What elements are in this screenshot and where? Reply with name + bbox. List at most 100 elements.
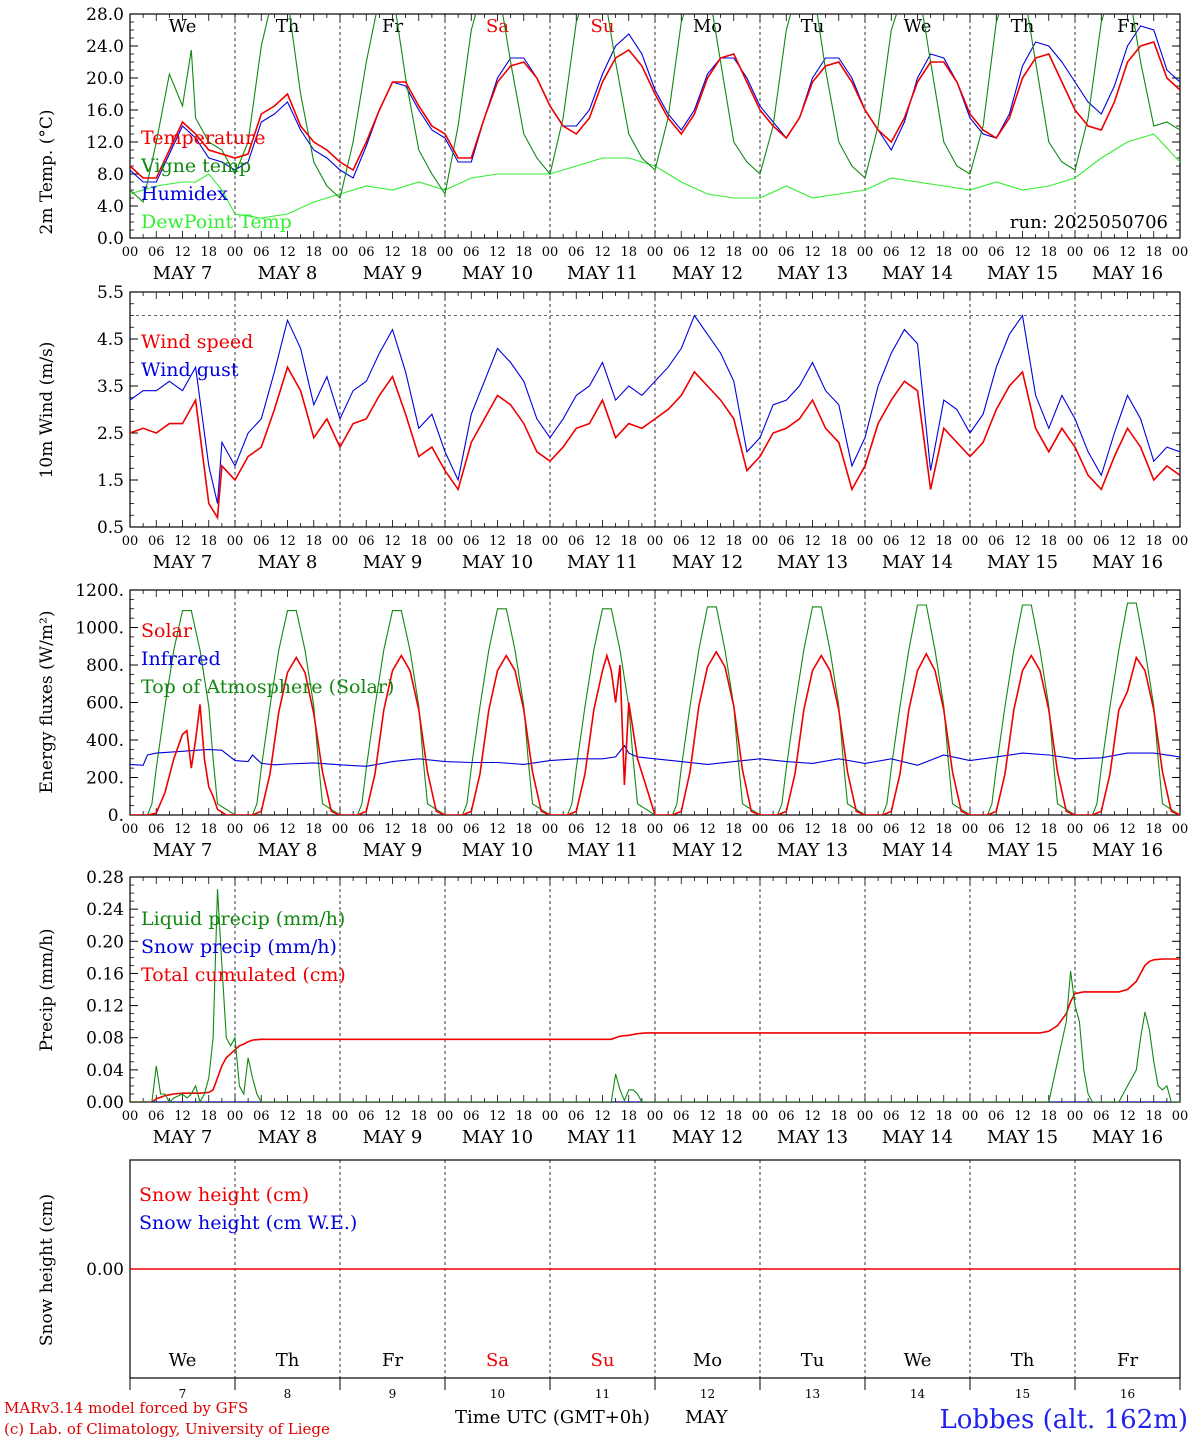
legend-entry: Snow precip (mm/h) <box>141 936 337 958</box>
x-tick-label: 06 <box>988 822 1005 837</box>
x-tick-label: 06 <box>568 1109 585 1124</box>
x-tick-label: 00 <box>227 534 244 549</box>
y-axis-label: 2m Temp. (°C) <box>37 109 57 234</box>
x-tick-label: 18 <box>725 534 742 549</box>
x-tick-label: 06 <box>148 534 165 549</box>
y-tick-label: 2.5 <box>97 424 124 444</box>
x-day-label: MAY 14 <box>882 1127 953 1148</box>
y-tick-label: 5.5 <box>97 283 124 303</box>
x-day-label: MAY 14 <box>882 552 953 573</box>
series-line-solar <box>130 650 1180 815</box>
y-tick-label: 0.12 <box>86 997 124 1017</box>
legend-entry: Humidex <box>141 183 228 205</box>
x-tick-label: 00 <box>857 1109 874 1124</box>
x-tick-label: 00 <box>332 245 349 260</box>
y-tick-label: 4.0 <box>97 197 124 217</box>
x-tick-label: 00 <box>1067 245 1084 260</box>
x-tick-label: 18 <box>620 534 637 549</box>
legend-entry: Top of Atmosphere (Solar) <box>141 676 394 698</box>
weekday-label: Fr <box>1117 1350 1138 1371</box>
x-day-label: MAY 13 <box>777 840 848 861</box>
x-day-label: MAY 7 <box>153 840 213 861</box>
y-tick-label: 0.0 <box>97 229 124 249</box>
x-day-number: 7 <box>179 1387 187 1401</box>
y-tick-label: 0.08 <box>86 1029 124 1049</box>
x-tick-label: 00 <box>857 245 874 260</box>
x-axis-month-label: MAY <box>685 1407 729 1428</box>
x-tick-label: 18 <box>410 245 427 260</box>
legend-entry: Snow height (cm) <box>139 1184 309 1206</box>
x-day-label: MAY 13 <box>777 1127 848 1148</box>
x-tick-label: 12 <box>699 245 716 260</box>
x-day-label: MAY 16 <box>1092 840 1163 861</box>
weekday-label: Sa <box>486 1350 509 1371</box>
y-axis-label: Energy fluxes (W/m²) <box>37 611 57 794</box>
weekday-label: We <box>169 1350 197 1371</box>
x-tick-label: 12 <box>174 534 191 549</box>
x-tick-label: 18 <box>305 245 322 260</box>
x-day-label: MAY 9 <box>363 840 423 861</box>
x-day-number: 8 <box>284 1387 292 1401</box>
x-tick-label: 00 <box>332 534 349 549</box>
x-tick-label: 12 <box>174 822 191 837</box>
x-tick-label: 00 <box>647 245 664 260</box>
x-tick-label: 00 <box>647 534 664 549</box>
weekday-label: We <box>169 16 197 37</box>
x-tick-label: 06 <box>148 245 165 260</box>
x-tick-label: 12 <box>1014 245 1031 260</box>
y-tick-label: 8.0 <box>97 165 124 185</box>
x-tick-label: 18 <box>725 245 742 260</box>
series-line-vigne-temp <box>130 14 1180 204</box>
y-tick-label: 0.5 <box>97 518 124 538</box>
x-tick-label: 06 <box>883 534 900 549</box>
x-tick-label: 06 <box>673 1109 690 1124</box>
y-tick-label: 0.04 <box>86 1061 124 1081</box>
x-tick-label: 00 <box>122 534 139 549</box>
x-day-number: 15 <box>1015 1387 1030 1401</box>
x-tick-label: 06 <box>778 245 795 260</box>
y-tick-label: 400. <box>86 731 124 751</box>
x-tick-label: 12 <box>594 822 611 837</box>
weekday-label: We <box>904 1350 932 1371</box>
x-day-label: MAY 15 <box>987 263 1058 284</box>
x-tick-label: 00 <box>437 1109 454 1124</box>
x-tick-label: 00 <box>752 822 769 837</box>
x-day-label: MAY 7 <box>153 1127 213 1148</box>
x-day-label: MAY 7 <box>153 263 213 284</box>
weekday-label: Fr <box>1117 16 1138 37</box>
x-tick-label: 18 <box>620 245 637 260</box>
x-tick-label: 06 <box>253 822 270 837</box>
footer-model-text: MARv3.14 model forced by GFS <box>4 1399 248 1417</box>
x-tick-label: 06 <box>463 534 480 549</box>
x-tick-label: 06 <box>148 1109 165 1124</box>
x-tick-label: 18 <box>1145 1109 1162 1124</box>
x-tick-label: 00 <box>752 245 769 260</box>
x-tick-label: 18 <box>305 1109 322 1124</box>
x-tick-label: 06 <box>883 822 900 837</box>
x-tick-label: 12 <box>279 822 296 837</box>
x-tick-label: 06 <box>253 534 270 549</box>
x-day-label: MAY 14 <box>882 263 953 284</box>
station-label: Lobbes (alt. 162m) <box>939 1405 1188 1435</box>
y-tick-label: 0.00 <box>86 1260 124 1280</box>
x-tick-label: 06 <box>778 822 795 837</box>
x-tick-label: 18 <box>725 1109 742 1124</box>
x-tick-label: 00 <box>962 245 979 260</box>
series-line-temperature <box>130 41 1180 179</box>
series-line-top-of-atmosphere-solar <box>130 602 1180 815</box>
y-tick-label: 12.0 <box>86 133 124 153</box>
x-tick-label: 00 <box>542 534 559 549</box>
x-tick-label: 06 <box>568 245 585 260</box>
x-tick-label: 06 <box>358 822 375 837</box>
x-tick-label: 12 <box>1119 822 1136 837</box>
x-day-label: MAY 8 <box>258 552 318 573</box>
legend-entry: Wind speed <box>141 331 253 353</box>
x-tick-label: 18 <box>830 1109 847 1124</box>
plot-frame <box>129 13 1181 239</box>
series-line-total-cumulated-cm <box>130 958 1180 1102</box>
x-tick-label: 18 <box>515 822 532 837</box>
x-tick-label: 00 <box>437 245 454 260</box>
x-tick-label: 06 <box>883 245 900 260</box>
x-tick-label: 12 <box>489 1109 506 1124</box>
x-tick-label: 18 <box>1145 822 1162 837</box>
